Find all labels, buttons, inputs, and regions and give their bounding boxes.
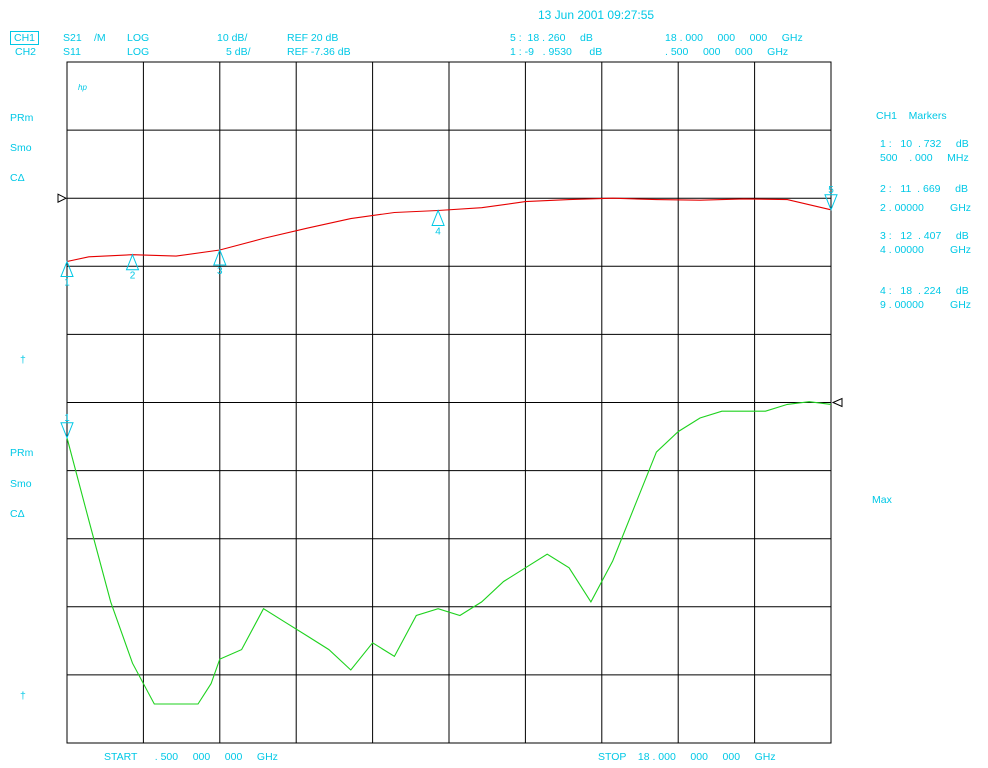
marker-s21-1-icon (60, 260, 74, 278)
marker-3-value: 3 : 12 . 407 dB (880, 230, 969, 242)
ch2-param: S11 (63, 46, 81, 58)
date-time: 13 Jun 2001 09:27:55 (538, 8, 655, 22)
ch2-marker-freq: . 500 000 000 GHz (665, 46, 789, 58)
marker-s21-1-label: 1 (64, 278, 70, 289)
marker-2-freq: 2 . 00000 GHz (880, 202, 972, 214)
ch2-reference-arrow-icon (831, 397, 843, 408)
ch1-scale: 10 dB/ (217, 32, 248, 44)
ch2-scale: 5 dB/ (226, 46, 251, 58)
marker-s11-1-icon (60, 422, 74, 440)
ch2-format: LOG (127, 46, 150, 58)
max-label: Max (872, 494, 892, 506)
ch1-marker-freq: 18 . 000 000 000 GHz (665, 32, 803, 44)
marker-s21-5-label: 5 (828, 185, 834, 196)
ch1-arrow-icon: † (20, 354, 26, 366)
start-frequency: START . 500 000 000 GHz (104, 751, 278, 763)
marker-1-value: 1 : 10 . 732 dB (880, 138, 969, 150)
markers-panel-title: CH1 Markers (876, 110, 947, 122)
marker-s21-4-icon (431, 209, 445, 226)
stop-frequency: STOP 18 . 000 000 000 GHz (598, 751, 776, 763)
marker-s21-3-label: 3 (217, 266, 223, 277)
plot-grid (66, 61, 832, 744)
marker-s21-5-icon (824, 194, 838, 212)
channel-2-button[interactable]: CH2 (15, 46, 37, 58)
ch1-prm-label: PRm (10, 112, 34, 124)
marker-s21-2-icon (125, 253, 140, 271)
marker-4-value: 4 : 18 . 224 dB (880, 285, 969, 297)
channel-1-button[interactable]: CH1 (10, 31, 40, 45)
ch1-marker-readout: 5 : 18 . 260 dB (510, 32, 593, 44)
marker-1-freq: 500 . 000 MHz (880, 152, 969, 164)
ch2-marker-readout: 1 : -9 . 9530 dB (510, 46, 603, 58)
ch1-mode: /M (94, 32, 106, 44)
ch1-param: S21 (63, 32, 82, 44)
marker-s21-2-label: 2 (130, 271, 136, 282)
ch2-prm-label: PRm (10, 447, 34, 459)
ch1-smo-label: Smo (10, 142, 32, 154)
ch1-format: LOG (127, 32, 150, 44)
marker-layer: 1 2 3 4 5 1 (60, 185, 838, 440)
ch2-ref: REF -7.36 dB (287, 46, 351, 58)
ch2-smo-label: Smo (10, 478, 32, 490)
marker-s21-4-label: 4 (435, 226, 441, 237)
ch2-cdelta-label: CΔ (10, 508, 25, 520)
marker-3-freq: 4 . 00000 GHz (880, 244, 972, 256)
s11-trace (66, 401, 832, 705)
hp-logo: hp (78, 83, 87, 92)
marker-s11-1-label: 1 (64, 413, 70, 424)
reference-indicators (57, 193, 843, 408)
ch1-cdelta-label: CΔ (10, 172, 25, 184)
ch1-ref: REF 20 dB (287, 32, 339, 44)
marker-4-freq: 9 . 00000 GHz (880, 299, 972, 311)
ch1-reference-arrow-icon (57, 193, 68, 204)
marker-s21-3-icon (213, 248, 227, 266)
marker-2-value: 2 : 11 . 669 dB (880, 183, 968, 195)
ch2-arrow-icon: † (20, 690, 26, 702)
